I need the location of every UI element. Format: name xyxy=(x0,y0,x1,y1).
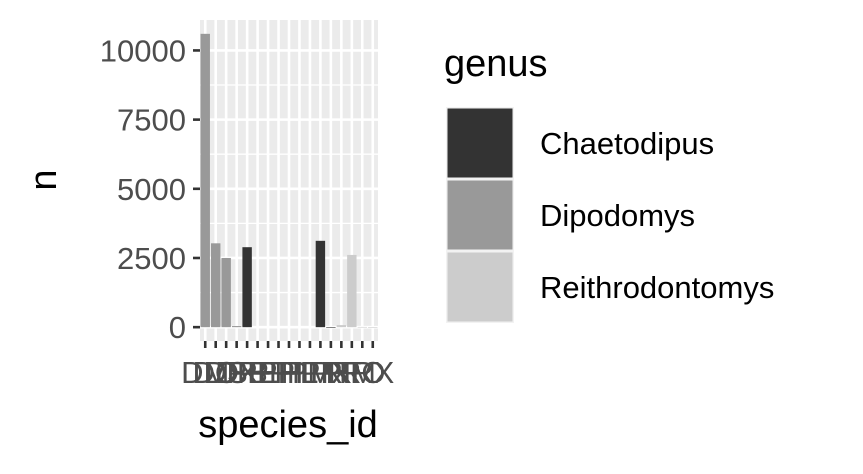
bar-dx xyxy=(231,326,242,328)
y-tick-label: 7500 xyxy=(117,103,186,138)
bar-pb xyxy=(242,247,252,328)
y-tick-label: 2500 xyxy=(117,241,186,276)
bars xyxy=(200,33,378,328)
y-tick-label: 0 xyxy=(169,310,186,345)
x-tick-label: PX xyxy=(310,355,352,390)
x-tick-label: PP xyxy=(300,355,341,390)
legend-label: Chaetodipus xyxy=(540,126,714,161)
bar-do xyxy=(210,243,221,328)
x-tick-label: RM xyxy=(328,355,376,390)
x-axis-title: species_id xyxy=(198,404,378,446)
bar-px xyxy=(326,326,336,328)
legend-key-swatch xyxy=(447,180,513,250)
x-tick-label: RO xyxy=(339,355,386,390)
x-tick-label: PM xyxy=(287,355,334,390)
x-tick-label: DO xyxy=(192,355,239,390)
legend-label: Dipodomys xyxy=(540,198,695,233)
bar-rx xyxy=(368,327,378,328)
bar-rf xyxy=(336,325,347,328)
x-tick-label: PE xyxy=(237,355,278,390)
y-tick-label: 10000 xyxy=(100,33,186,68)
x-tick-label: DS xyxy=(205,355,248,390)
legend-key-swatch xyxy=(447,252,513,322)
y-axis-title: n xyxy=(23,169,65,190)
bar-pp xyxy=(315,240,326,328)
legend-label: Reithrodontomys xyxy=(540,270,774,305)
y-tick-label: 5000 xyxy=(117,172,186,207)
legend-key-swatch xyxy=(447,108,513,178)
x-tick-label: PI xyxy=(274,355,303,390)
bar-ds xyxy=(221,257,231,328)
legend-title: genus xyxy=(444,43,548,85)
legend: genus Chaetodipus Dipodomys Reithrodontomy… xyxy=(444,43,774,323)
bar-rm xyxy=(347,254,357,328)
bar-ro xyxy=(357,326,368,328)
x-tick-label: DM xyxy=(181,355,229,390)
y-axis: 0 2500 5000 7500 10000 xyxy=(100,33,200,345)
x-tick-label: PF xyxy=(248,355,288,390)
x-tick-label: PB xyxy=(226,355,267,390)
x-tick-label: RF xyxy=(321,355,362,390)
x-tick-label: RX xyxy=(351,355,394,390)
x-tick-label: DX xyxy=(215,355,258,390)
x-tick-label: PL xyxy=(281,355,319,390)
x-tick-label: PH xyxy=(257,355,300,390)
bar-dm xyxy=(200,33,210,328)
